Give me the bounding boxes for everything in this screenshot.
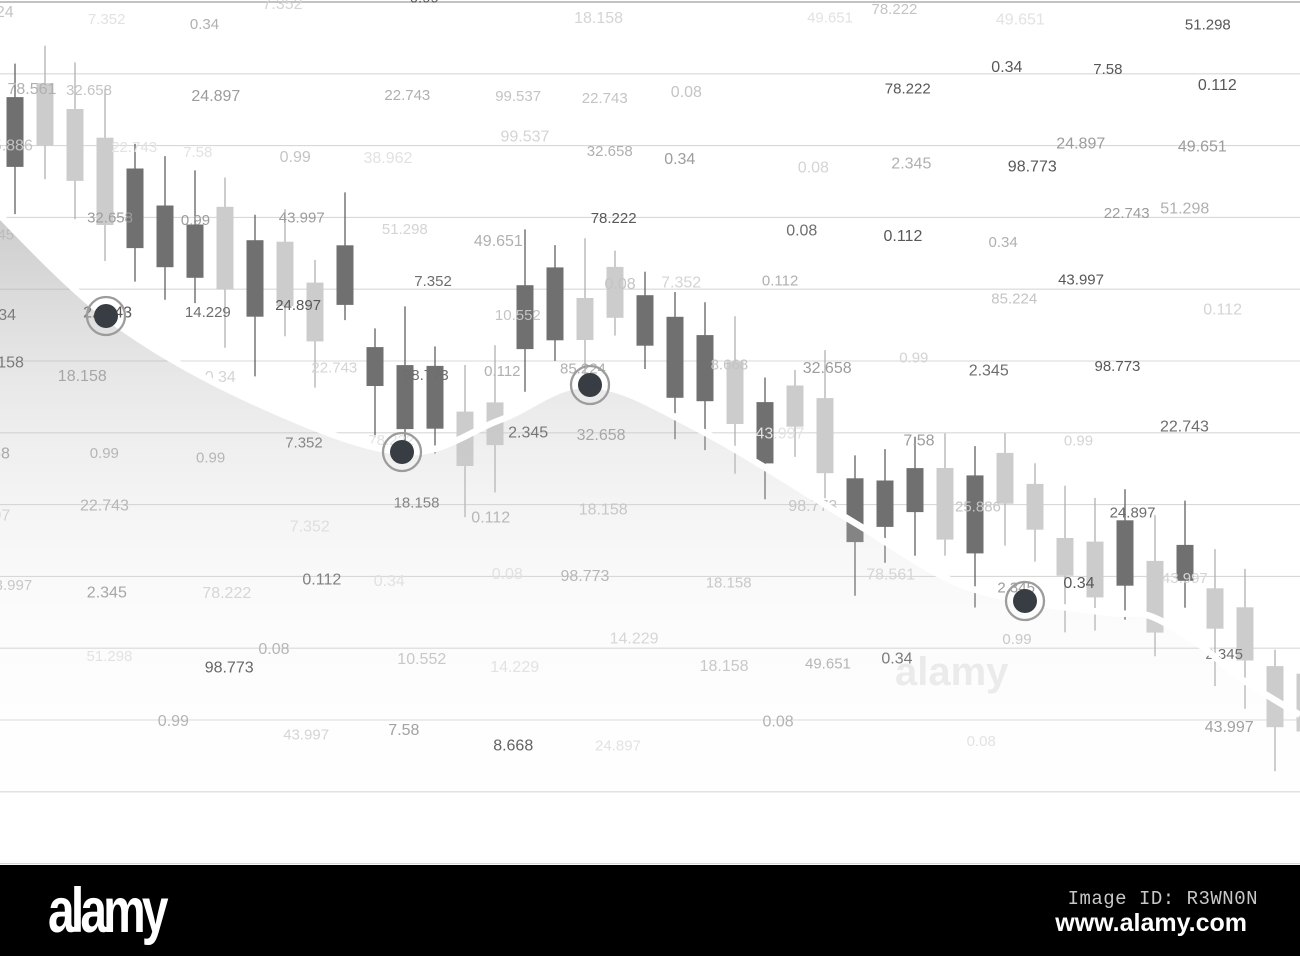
- svg-text:10.552: 10.552: [495, 307, 541, 324]
- svg-text:24.897: 24.897: [1110, 505, 1156, 522]
- svg-text:32.658: 32.658: [87, 210, 133, 227]
- svg-text:85.224: 85.224: [0, 4, 14, 21]
- svg-text:51.298: 51.298: [1160, 201, 1209, 218]
- svg-text:0.99: 0.99: [280, 149, 311, 166]
- svg-text:0.99: 0.99: [1064, 433, 1093, 450]
- svg-text:0.08: 0.08: [786, 222, 817, 239]
- svg-text:25.886: 25.886: [955, 498, 1001, 515]
- svg-text:7.352: 7.352: [414, 273, 452, 290]
- svg-text:7.352: 7.352: [661, 275, 701, 292]
- svg-text:0.112: 0.112: [1198, 77, 1237, 94]
- svg-text:32.658: 32.658: [587, 143, 633, 160]
- svg-text:38.962: 38.962: [364, 150, 413, 167]
- svg-text:0.34: 0.34: [989, 234, 1018, 251]
- svg-text:43.997: 43.997: [1162, 570, 1208, 587]
- svg-text:22.743: 22.743: [111, 139, 157, 156]
- svg-text:0.08: 0.08: [671, 84, 702, 101]
- svg-text:99.537: 99.537: [495, 88, 541, 105]
- svg-text:0.34: 0.34: [991, 59, 1022, 76]
- svg-text:0.112: 0.112: [762, 273, 798, 290]
- svg-text:22.743: 22.743: [384, 87, 430, 104]
- svg-text:51.298: 51.298: [382, 221, 428, 238]
- svg-text:8.668: 8.668: [711, 357, 749, 374]
- svg-text:22.743: 22.743: [311, 360, 357, 377]
- svg-text:49.651: 49.651: [996, 12, 1045, 29]
- svg-text:85.224: 85.224: [991, 290, 1037, 307]
- svg-text:0.08: 0.08: [605, 276, 636, 293]
- svg-text:0.99: 0.99: [410, 0, 439, 6]
- svg-text:78.222: 78.222: [872, 1, 918, 18]
- svg-text:0.112: 0.112: [1203, 302, 1242, 319]
- svg-text:78.561: 78.561: [8, 81, 57, 98]
- svg-text:49.651: 49.651: [1178, 139, 1227, 156]
- svg-text:0.34: 0.34: [190, 16, 219, 33]
- svg-text:0.112: 0.112: [484, 363, 520, 380]
- svg-text:32.658: 32.658: [803, 360, 852, 377]
- svg-text:24.897: 24.897: [275, 297, 321, 314]
- svg-text:43.997: 43.997: [1058, 272, 1104, 289]
- svg-text:2.345: 2.345: [659, 0, 699, 4]
- svg-text:24.897: 24.897: [191, 88, 240, 105]
- svg-text:32.658: 32.658: [66, 82, 112, 99]
- svg-text:98.773: 98.773: [403, 367, 449, 384]
- svg-text:43.997: 43.997: [279, 209, 325, 226]
- svg-text:98.773: 98.773: [1095, 358, 1141, 375]
- svg-text:98.773: 98.773: [1008, 158, 1057, 175]
- svg-text:0.99: 0.99: [899, 350, 928, 367]
- svg-text:18.158: 18.158: [574, 10, 623, 27]
- svg-text:22.743: 22.743: [582, 90, 628, 107]
- svg-text:99.537: 99.537: [501, 129, 550, 146]
- svg-text:49.651: 49.651: [474, 233, 523, 250]
- svg-text:0.08: 0.08: [798, 159, 829, 176]
- svg-text:51.298: 51.298: [1185, 16, 1231, 33]
- svg-text:7.58: 7.58: [903, 433, 934, 450]
- svg-text:7.58: 7.58: [183, 144, 212, 161]
- svg-text:24.897: 24.897: [1056, 136, 1105, 153]
- svg-text:0.34: 0.34: [1063, 575, 1094, 592]
- svg-text:98.773: 98.773: [496, 0, 545, 3]
- svg-text:7.352: 7.352: [88, 11, 126, 28]
- svg-text:78.222: 78.222: [885, 80, 931, 97]
- svg-text:14.229: 14.229: [185, 304, 231, 321]
- svg-text:22.743: 22.743: [1104, 205, 1150, 222]
- svg-text:25.886: 25.886: [0, 137, 33, 154]
- svg-text:49.651: 49.651: [807, 10, 853, 27]
- svg-text:alamy: alamy: [48, 875, 168, 946]
- svg-text:0.34: 0.34: [664, 151, 695, 168]
- svg-text:7.58: 7.58: [1093, 61, 1122, 78]
- svg-text:0.112: 0.112: [884, 228, 923, 245]
- svg-text:43.997: 43.997: [756, 426, 805, 443]
- svg-text:22.743: 22.743: [1160, 418, 1209, 435]
- svg-text:7.352: 7.352: [263, 0, 303, 13]
- svg-text:2.345: 2.345: [891, 155, 931, 172]
- svg-text:0.99: 0.99: [181, 212, 210, 229]
- svg-text:78.222: 78.222: [591, 210, 637, 227]
- svg-text:2.345: 2.345: [969, 363, 1009, 380]
